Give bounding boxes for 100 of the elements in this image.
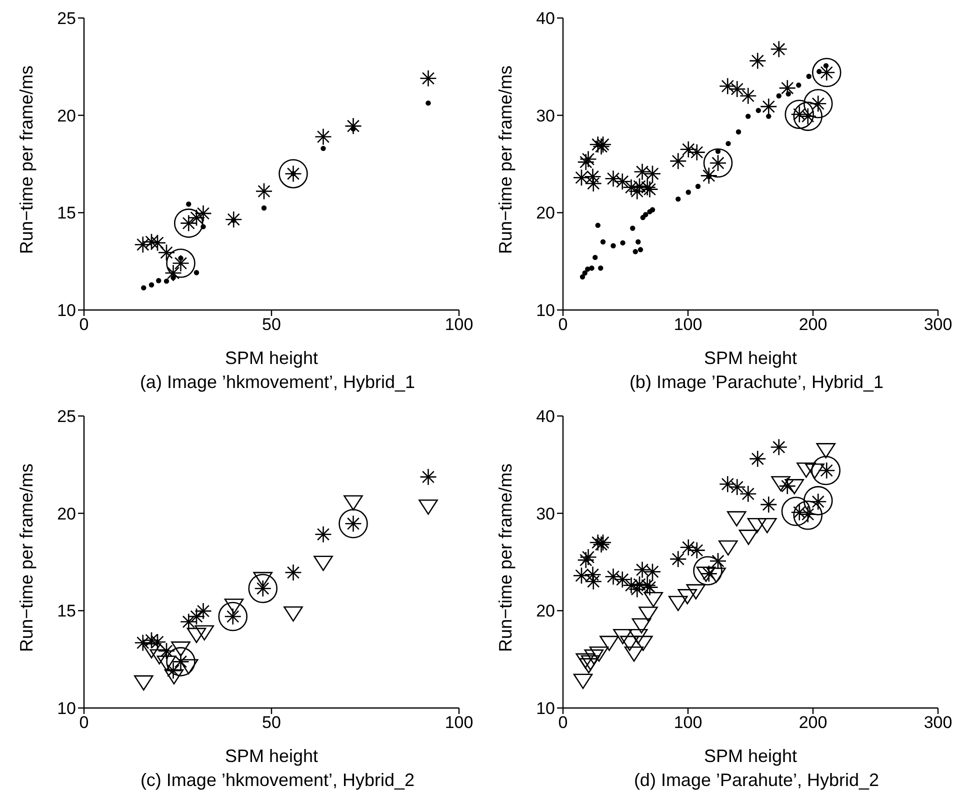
y-tick-label: 40 bbox=[536, 407, 555, 426]
y-tick-label: 20 bbox=[536, 204, 555, 223]
point bbox=[644, 592, 664, 608]
y-tick-label: 40 bbox=[536, 9, 555, 28]
point bbox=[573, 674, 593, 689]
point bbox=[156, 656, 176, 671]
point bbox=[823, 63, 829, 68]
x-tick-label: 200 bbox=[798, 713, 828, 732]
point bbox=[194, 270, 200, 276]
y-axis-title: Run−time per frame/ms bbox=[495, 65, 516, 254]
y-axis-title: Run−time per frame/ms bbox=[495, 463, 516, 652]
point bbox=[678, 589, 698, 604]
x-tick-label: 0 bbox=[79, 713, 89, 732]
x-tick-label: 300 bbox=[924, 713, 952, 732]
point bbox=[624, 646, 644, 662]
x-tick-label: 0 bbox=[558, 713, 568, 732]
point bbox=[314, 556, 333, 572]
point bbox=[584, 649, 604, 665]
point bbox=[726, 511, 746, 526]
point bbox=[620, 240, 626, 246]
point bbox=[816, 68, 822, 74]
x-tick-label: 0 bbox=[79, 315, 89, 334]
y-tick-label: 10 bbox=[57, 301, 76, 320]
point bbox=[643, 212, 648, 218]
point bbox=[344, 495, 363, 510]
x-axis-title: SPM height bbox=[704, 348, 798, 368]
point bbox=[668, 596, 688, 612]
y-tick-label: 10 bbox=[536, 301, 555, 320]
point bbox=[595, 222, 600, 228]
x-tick-label: 100 bbox=[444, 713, 474, 732]
point bbox=[638, 247, 644, 252]
point bbox=[650, 207, 656, 212]
point bbox=[736, 129, 742, 134]
point bbox=[186, 628, 206, 644]
point bbox=[261, 205, 267, 211]
point bbox=[580, 655, 600, 670]
point bbox=[613, 628, 632, 644]
y-tick-label: 20 bbox=[57, 504, 76, 524]
point bbox=[686, 190, 691, 195]
y-tick-label: 25 bbox=[57, 407, 76, 426]
point bbox=[426, 100, 431, 106]
point bbox=[589, 266, 594, 271]
text: (d) Image ’Parahute’, Hybrid_2 bbox=[632, 770, 880, 791]
x-tick-label: 0 bbox=[558, 315, 568, 334]
point bbox=[632, 618, 652, 634]
x-tick-label: 300 bbox=[924, 315, 952, 334]
x-axis-title: SPM height bbox=[704, 746, 798, 766]
point bbox=[738, 530, 758, 545]
point bbox=[636, 239, 641, 244]
point bbox=[718, 540, 738, 556]
point bbox=[610, 243, 616, 248]
point bbox=[418, 499, 438, 515]
y-tick-label: 15 bbox=[57, 602, 76, 621]
point bbox=[756, 108, 761, 114]
point bbox=[766, 114, 772, 119]
point bbox=[686, 584, 706, 600]
x-axis-title: SPM height bbox=[224, 746, 318, 766]
point bbox=[757, 518, 777, 534]
point bbox=[600, 636, 619, 652]
point bbox=[134, 675, 154, 691]
point bbox=[580, 274, 586, 280]
point bbox=[632, 249, 638, 254]
point bbox=[796, 82, 802, 88]
point bbox=[582, 270, 588, 276]
point bbox=[676, 196, 681, 202]
point bbox=[695, 184, 701, 189]
y-tick-label: 15 bbox=[57, 204, 76, 223]
y-axis-title: Run−time per frame/ms bbox=[16, 65, 36, 254]
y-tick-label: 10 bbox=[536, 699, 555, 718]
point bbox=[592, 254, 598, 260]
point bbox=[320, 146, 326, 152]
point bbox=[186, 202, 192, 207]
x-tick-label: 100 bbox=[444, 315, 474, 334]
point bbox=[579, 658, 598, 674]
point bbox=[284, 606, 303, 622]
y-tick-label: 25 bbox=[57, 9, 76, 28]
point bbox=[786, 91, 791, 97]
point bbox=[148, 282, 154, 288]
point bbox=[171, 641, 190, 657]
point bbox=[600, 239, 606, 244]
point bbox=[150, 649, 170, 664]
point bbox=[231, 218, 236, 223]
point bbox=[598, 266, 604, 271]
point bbox=[620, 636, 640, 652]
point bbox=[806, 74, 812, 79]
point bbox=[576, 653, 596, 669]
point bbox=[350, 126, 356, 132]
x-tick-label: 100 bbox=[674, 315, 702, 334]
point bbox=[633, 636, 653, 652]
x-tick-label: 50 bbox=[262, 713, 281, 732]
point bbox=[630, 226, 636, 231]
point bbox=[290, 170, 296, 176]
x-tick-label: 100 bbox=[674, 713, 702, 732]
point bbox=[178, 256, 184, 261]
point bbox=[224, 598, 244, 614]
y-tick-label: 30 bbox=[536, 106, 555, 126]
text: (c) Image ’hkmovement’, Hybrid_2 bbox=[139, 770, 416, 791]
x-tick-label: 50 bbox=[262, 315, 281, 334]
point bbox=[776, 93, 782, 98]
point bbox=[628, 628, 648, 644]
